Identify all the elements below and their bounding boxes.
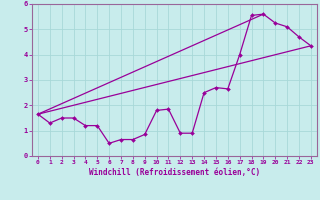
X-axis label: Windchill (Refroidissement éolien,°C): Windchill (Refroidissement éolien,°C) <box>89 168 260 177</box>
